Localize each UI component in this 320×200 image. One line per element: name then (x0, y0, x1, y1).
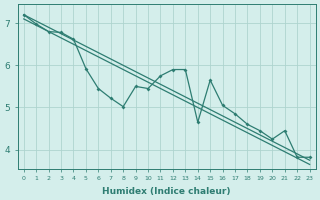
X-axis label: Humidex (Indice chaleur): Humidex (Indice chaleur) (102, 187, 231, 196)
